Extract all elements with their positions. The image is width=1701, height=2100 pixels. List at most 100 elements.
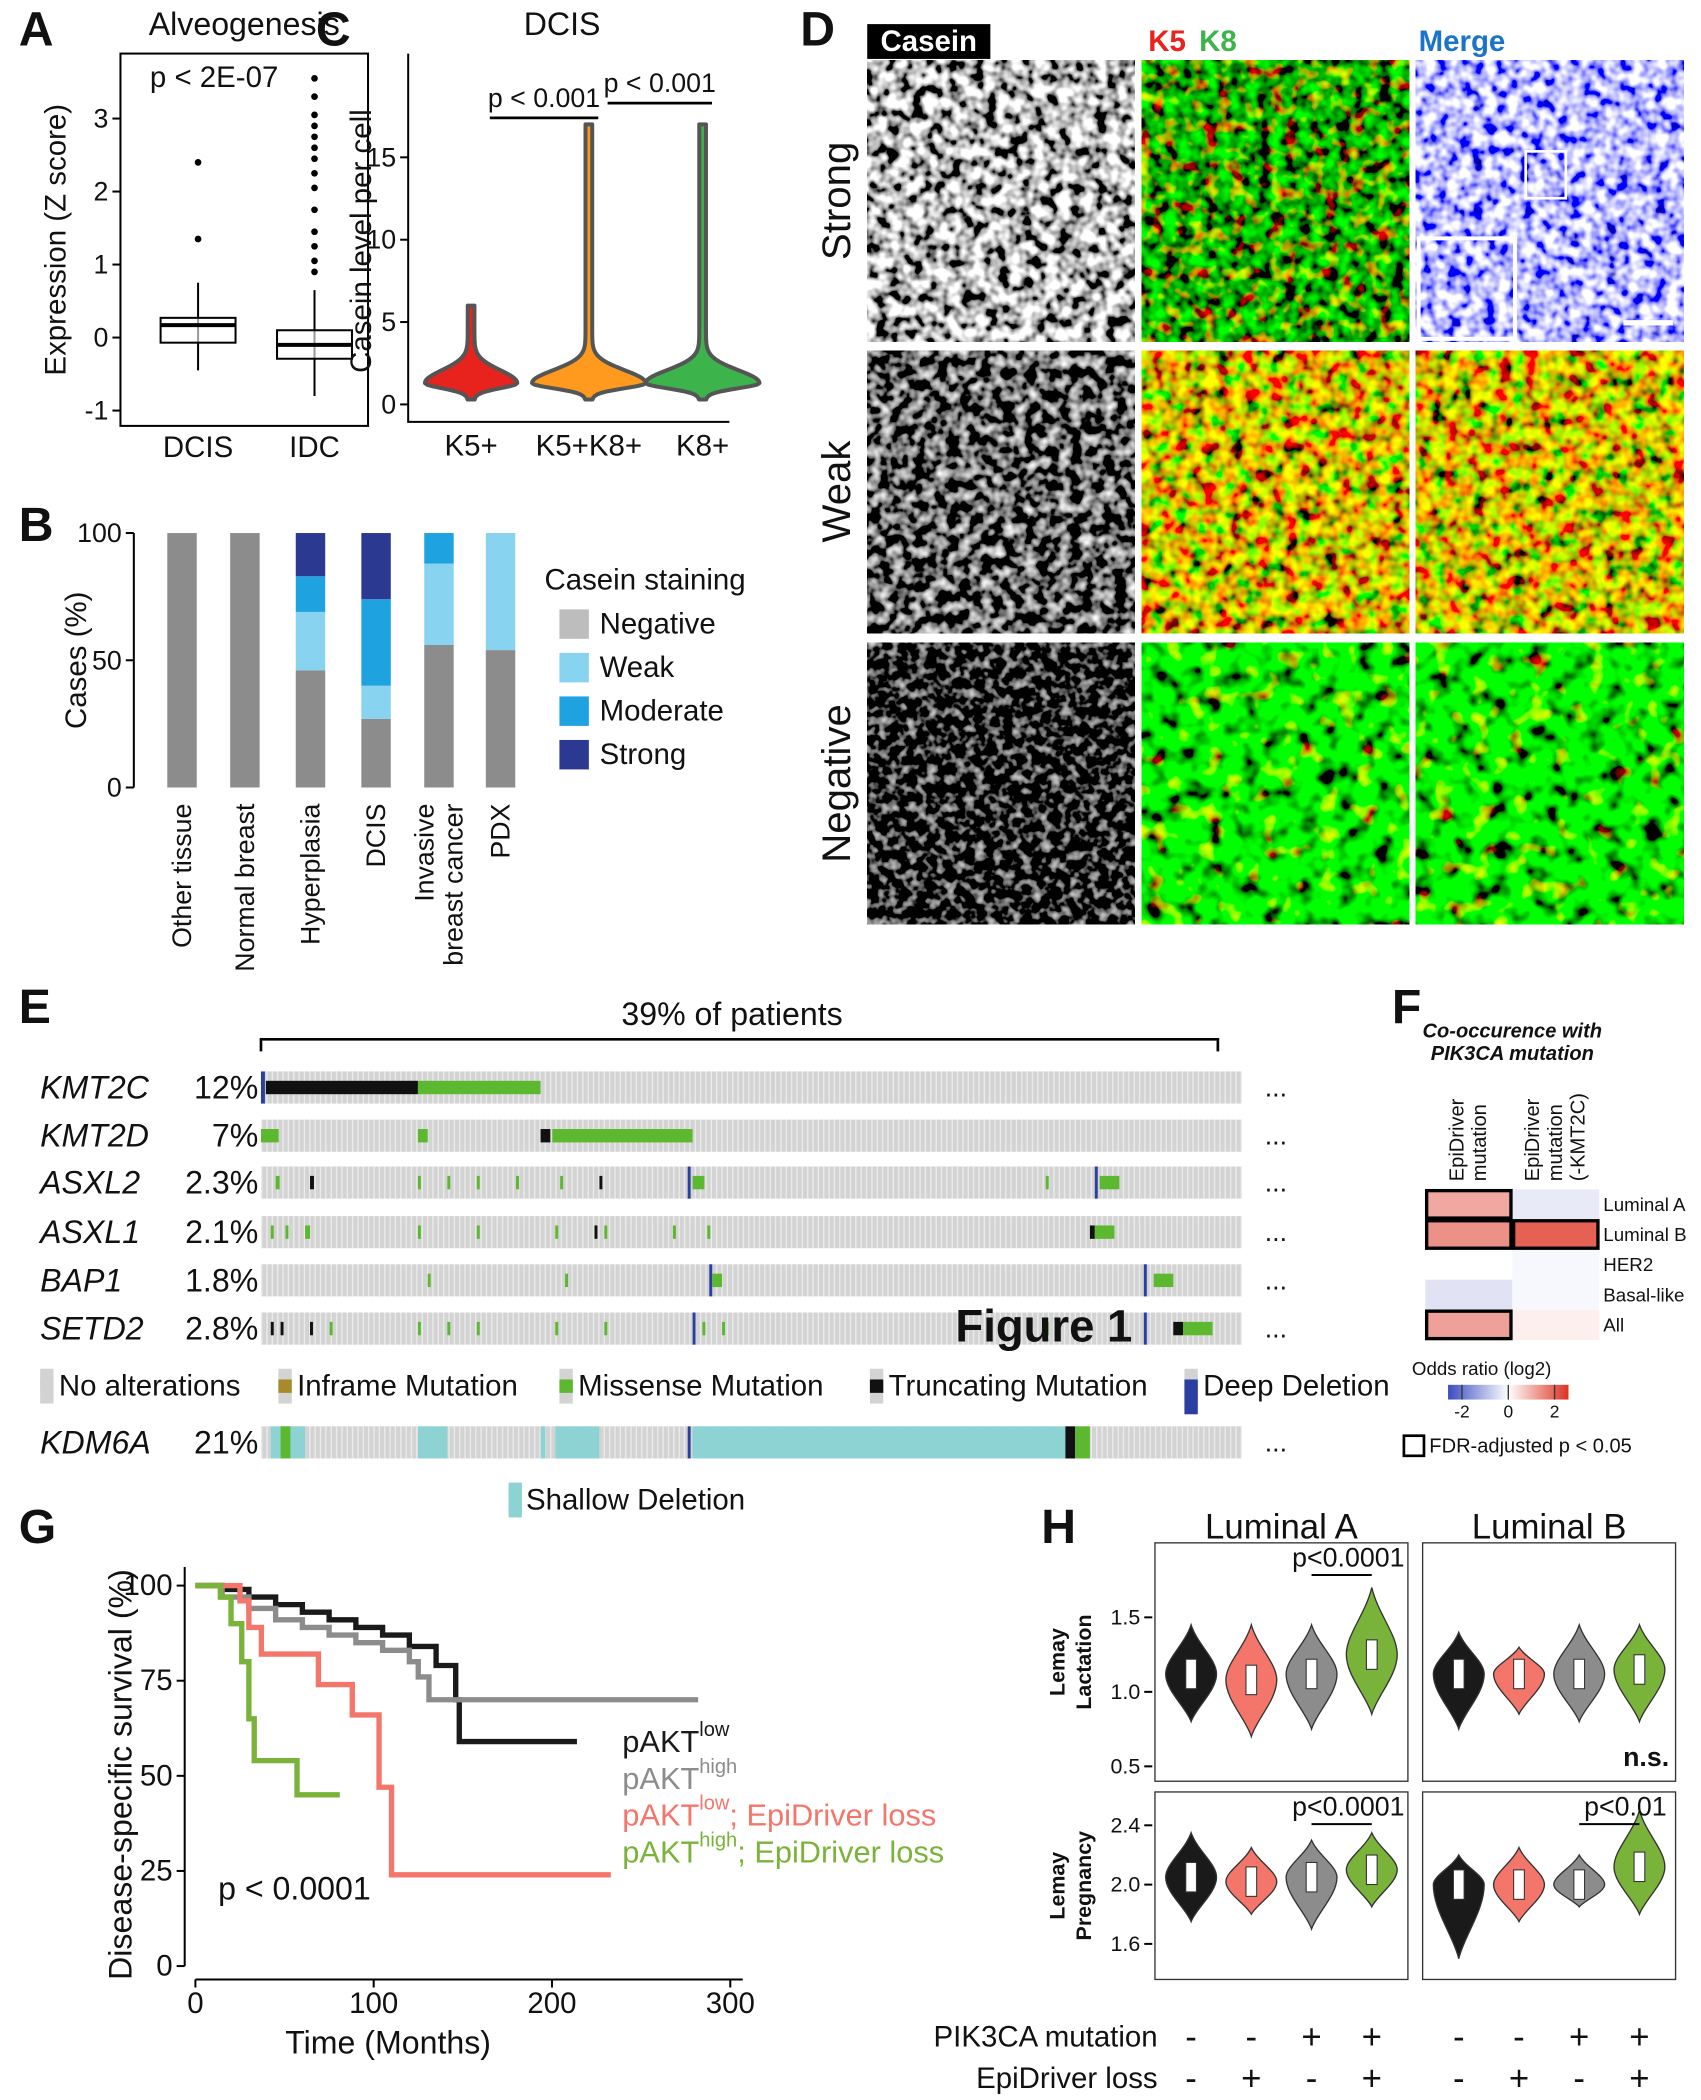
alteration: [280, 1426, 291, 1459]
row-label: Strong: [814, 142, 859, 260]
median-box: [1365, 1639, 1378, 1670]
alteration: [476, 1175, 480, 1190]
significance-box: [1424, 1309, 1513, 1341]
heatmap-cell: [1425, 1189, 1513, 1220]
alteration: [709, 1264, 713, 1297]
header-k5: K5: [1148, 25, 1186, 58]
y-axis-label: Expression (Z score): [40, 104, 73, 376]
more-indicator: ...: [1265, 1265, 1287, 1295]
column-label-line: EpiDriver: [1522, 1098, 1544, 1181]
median-box: [1573, 1658, 1586, 1690]
heatmap-cell: [1425, 1279, 1513, 1310]
colorbar-tick-label: -2: [1454, 1402, 1469, 1422]
violin: [1432, 1853, 1485, 1959]
annotation: p<0.01: [1584, 1792, 1667, 1822]
survival-curve: [195, 1582, 340, 1798]
significance-legend-box: [1402, 1434, 1426, 1458]
panel-letter: F: [1392, 980, 1421, 1034]
panel-letter: E: [19, 980, 51, 1034]
chart-title: Alveogenesis: [149, 6, 340, 42]
alteration: [417, 1080, 541, 1095]
alteration: [560, 1175, 564, 1190]
inset-frame: [1416, 236, 1517, 341]
x-tick-label: 200: [527, 1987, 576, 2020]
alteration: [1143, 1264, 1147, 1297]
y-axis-label: Cases (%): [60, 592, 93, 729]
condition-sign: -: [1246, 2018, 1258, 2057]
x-tick-label: 100: [349, 1987, 398, 2020]
significance-legend-label: FDR-adjusted p < 0.05: [1429, 1435, 1632, 1457]
condition-sign: -: [1453, 2018, 1465, 2057]
legend-label: pAKThigh: [622, 1756, 737, 1796]
significance-box: [1424, 1219, 1513, 1250]
bracket: [259, 1037, 1220, 1052]
violin: [529, 122, 648, 402]
x-tick-label: DCIS: [163, 431, 233, 464]
alteration: [280, 1321, 284, 1336]
y-tick-label: 0: [381, 389, 396, 419]
alteration: [1143, 1312, 1147, 1345]
y-tick-label: 10: [366, 225, 396, 255]
alteration: [427, 1273, 431, 1288]
gene-percent: 2.1%: [185, 1214, 258, 1250]
annotation: p < 0.001: [604, 68, 716, 98]
x-tick-label-line: breast cancer: [439, 803, 469, 965]
legend-swatch: [559, 739, 589, 770]
column-label-line: EpiDriver: [1446, 1098, 1468, 1181]
median-box: [1245, 1866, 1258, 1897]
gene-name: ASXL1: [38, 1214, 140, 1250]
column-label: EpiDrivermutation(-KMT2C): [1522, 1093, 1589, 1181]
condition-sign: +: [1569, 2018, 1589, 2057]
casein-negative-image: [867, 642, 1135, 925]
median-box: [1185, 1658, 1197, 1690]
row-label: HER2: [1603, 1254, 1653, 1275]
colorbar-tick-label: 2: [1550, 1402, 1560, 1422]
alteration: [555, 1321, 559, 1336]
alteration: [594, 1225, 598, 1239]
legend-label: No alterations: [59, 1370, 241, 1403]
bar-segment: [295, 533, 326, 577]
x-tick-label: 0: [187, 1987, 203, 2020]
y-tick-label: 0.5: [1110, 1754, 1140, 1778]
outlier: [311, 122, 318, 130]
header-bg: [867, 24, 991, 59]
annotation: p < 0.001: [488, 83, 600, 113]
alteration: [260, 1129, 279, 1143]
y-tick-label: 25: [140, 1854, 173, 1887]
bar-segment: [295, 670, 326, 788]
oncoprint-track: [260, 1264, 1242, 1297]
bar-segment: [424, 645, 454, 788]
alteration: [417, 1426, 448, 1459]
outlier: [311, 111, 318, 119]
gene-percent: 2.8%: [185, 1311, 258, 1347]
bar-segment: [424, 563, 454, 645]
bar-segment: [361, 685, 391, 719]
column-label: EpiDrivermutation: [1446, 1098, 1491, 1181]
y-tick-label: 1.0: [1110, 1680, 1140, 1704]
gene-percent: 2.3%: [185, 1165, 258, 1201]
heatmap-cell: [1512, 1309, 1600, 1340]
row-label: Lemay Pregnancy: [1045, 1831, 1096, 1941]
outlier: [194, 235, 202, 243]
alteration: [1094, 1166, 1098, 1199]
condition-sign: +: [1362, 2018, 1382, 2057]
alteration: [270, 1225, 274, 1239]
bar-segment: [424, 533, 454, 564]
gene-percent: 12%: [194, 1069, 258, 1105]
chart-title: Co-occurence with: [1423, 1020, 1603, 1042]
heatmap-cell: [1512, 1189, 1600, 1220]
legend-label: Truncating Mutation: [889, 1370, 1148, 1403]
casein-strong-image: [867, 60, 1135, 342]
row-label: Basal-like: [1603, 1284, 1684, 1305]
facet-frame: [1421, 1542, 1677, 1782]
annotation: n.s.: [1623, 1742, 1669, 1772]
alteration: [310, 1321, 313, 1336]
gene-name: KMT2C: [40, 1069, 150, 1105]
alteration: [310, 1175, 314, 1190]
alteration: [417, 1175, 421, 1190]
y-tick-label: 0: [94, 323, 109, 353]
outlier: [311, 206, 318, 214]
panel-letter: C: [316, 2, 351, 56]
alteration: [329, 1321, 333, 1336]
